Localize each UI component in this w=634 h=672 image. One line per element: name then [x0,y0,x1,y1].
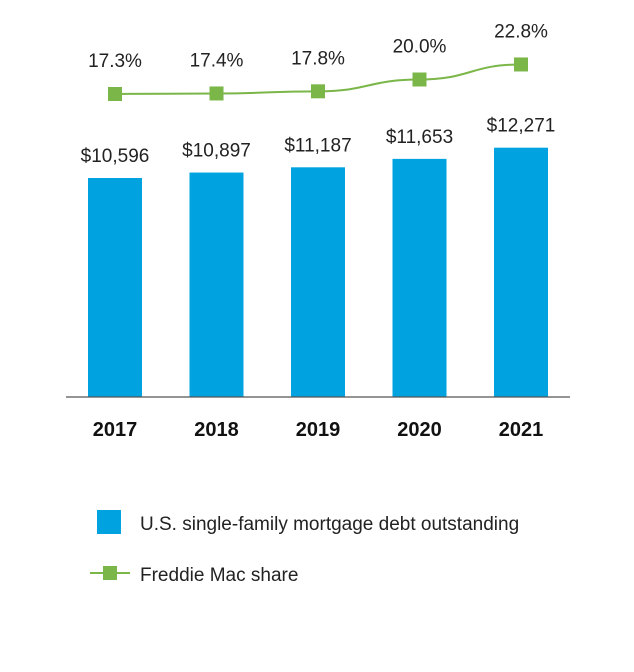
share-value-label-2021: 22.8% [494,21,548,42]
bar-2020 [392,158,447,397]
labels-layer: $10,596 2017 $10,897 2018 $11,187 2019 $11,653… [81,21,556,441]
share-marker-2017 [108,87,122,101]
x-tick-label-2020: 2020 [397,419,442,441]
share-marker-2021 [514,57,528,72]
bar-2018 [189,172,244,397]
legend: U.S. single-family mortgage debt outstan… [90,510,519,586]
legend-label-mortgage-debt: U.S. single-family mortgage debt outstan… [140,514,519,535]
share-value-label-2017: 17.3% [88,51,142,72]
bar-value-label-2019: $11,187 [284,135,351,156]
x-tick-label-2017: 2017 [93,419,138,441]
x-tick-label-2021: 2021 [499,419,544,441]
bar-2021 [494,147,548,397]
bar-2019 [291,167,345,397]
legend-marker-freddie-share [103,566,117,580]
legend-swatch-mortgage-debt [97,510,121,534]
x-tick-label-2019: 2019 [296,419,341,441]
bar-value-label-2021: $12,271 [487,116,556,137]
share-value-label-2020: 20.0% [393,37,447,58]
share-line-layer [108,57,528,101]
share-marker-2020 [412,72,427,87]
bar-2017 [88,178,142,397]
share-value-label-2019: 17.8% [291,48,345,69]
bars-layer [88,147,548,397]
bar-value-label-2020: $11,653 [386,127,453,148]
x-tick-label-2018: 2018 [194,419,239,441]
bar-value-label-2017: $10,596 [81,146,150,167]
share-marker-2018 [209,86,224,101]
share-marker-2019 [311,84,325,99]
share-value-label-2018: 17.4% [190,50,244,71]
bar-value-label-2018: $10,897 [182,141,251,162]
legend-label-freddie-share: Freddie Mac share [140,565,298,586]
